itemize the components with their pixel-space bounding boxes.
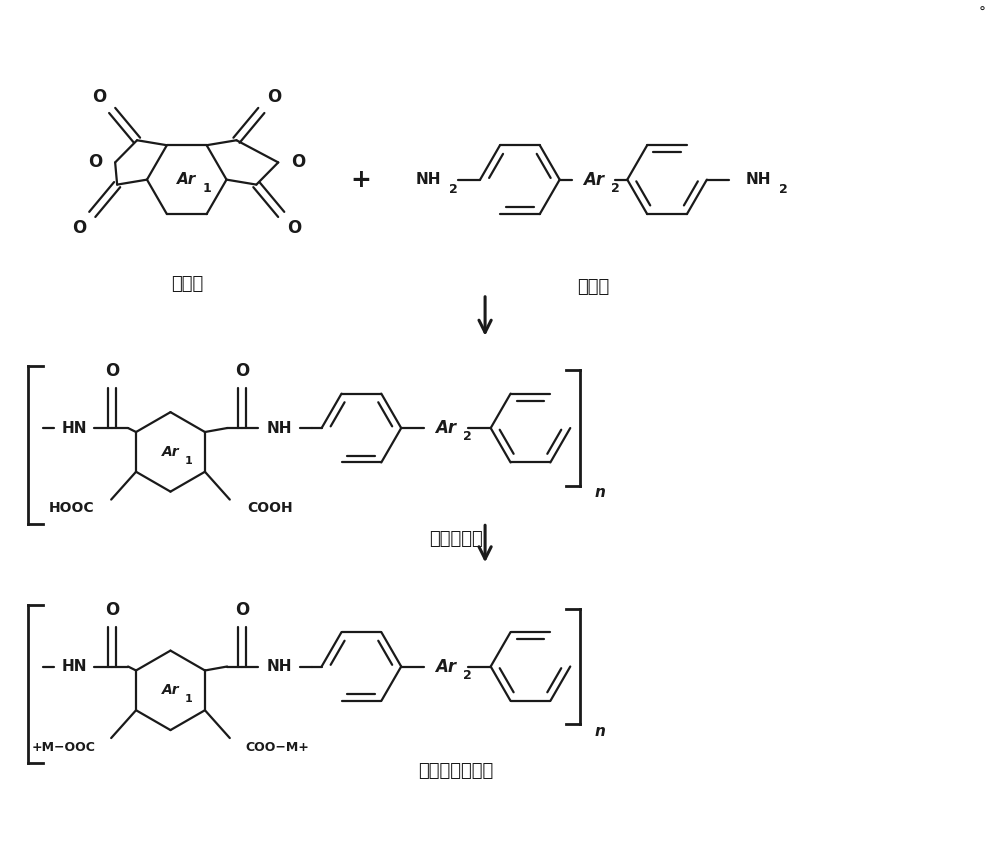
- Text: O: O: [88, 154, 102, 171]
- Text: Ar: Ar: [583, 171, 604, 188]
- Text: O: O: [92, 88, 106, 106]
- Text: Ar: Ar: [435, 657, 457, 675]
- Text: 二酸酔: 二酸酔: [171, 275, 203, 293]
- Text: 2: 2: [449, 183, 458, 196]
- Text: O: O: [291, 154, 305, 171]
- Text: 1: 1: [185, 694, 192, 704]
- Text: NH: NH: [267, 420, 293, 436]
- Text: 2: 2: [463, 431, 472, 444]
- Text: °: °: [979, 6, 986, 20]
- Text: COOH: COOH: [247, 501, 292, 515]
- Text: 二胺类: 二胺类: [577, 278, 610, 296]
- Text: O: O: [267, 88, 281, 106]
- Text: COO−M+: COO−M+: [246, 741, 309, 754]
- Text: NH: NH: [267, 659, 293, 674]
- Text: O: O: [235, 363, 249, 380]
- Text: NH: NH: [416, 172, 441, 187]
- Text: n: n: [594, 724, 605, 739]
- Text: +M−OOC: +M−OOC: [32, 741, 95, 754]
- Text: HN: HN: [62, 420, 87, 436]
- Text: +: +: [350, 168, 371, 192]
- Text: O: O: [105, 601, 119, 619]
- Text: 1: 1: [202, 182, 211, 195]
- Text: HOOC: HOOC: [49, 501, 94, 515]
- Text: O: O: [287, 220, 301, 237]
- Text: n: n: [594, 485, 605, 500]
- Text: NH: NH: [746, 172, 771, 187]
- Text: HN: HN: [62, 659, 87, 674]
- Text: 聚酰亚胺酸: 聚酰亚胺酸: [429, 530, 483, 549]
- Text: Ar: Ar: [177, 172, 196, 187]
- Text: 2: 2: [463, 669, 472, 682]
- Text: O: O: [105, 363, 119, 380]
- Text: O: O: [72, 220, 86, 237]
- Text: 聚酰亚胺酸盐类: 聚酰亚胺酸盐类: [418, 762, 494, 779]
- Text: Ar: Ar: [435, 419, 457, 437]
- Text: O: O: [235, 601, 249, 619]
- Text: 1: 1: [185, 456, 192, 466]
- Text: Ar: Ar: [162, 445, 179, 459]
- Text: Ar: Ar: [162, 683, 179, 697]
- Text: 2: 2: [779, 183, 788, 196]
- Text: 2: 2: [611, 182, 620, 195]
